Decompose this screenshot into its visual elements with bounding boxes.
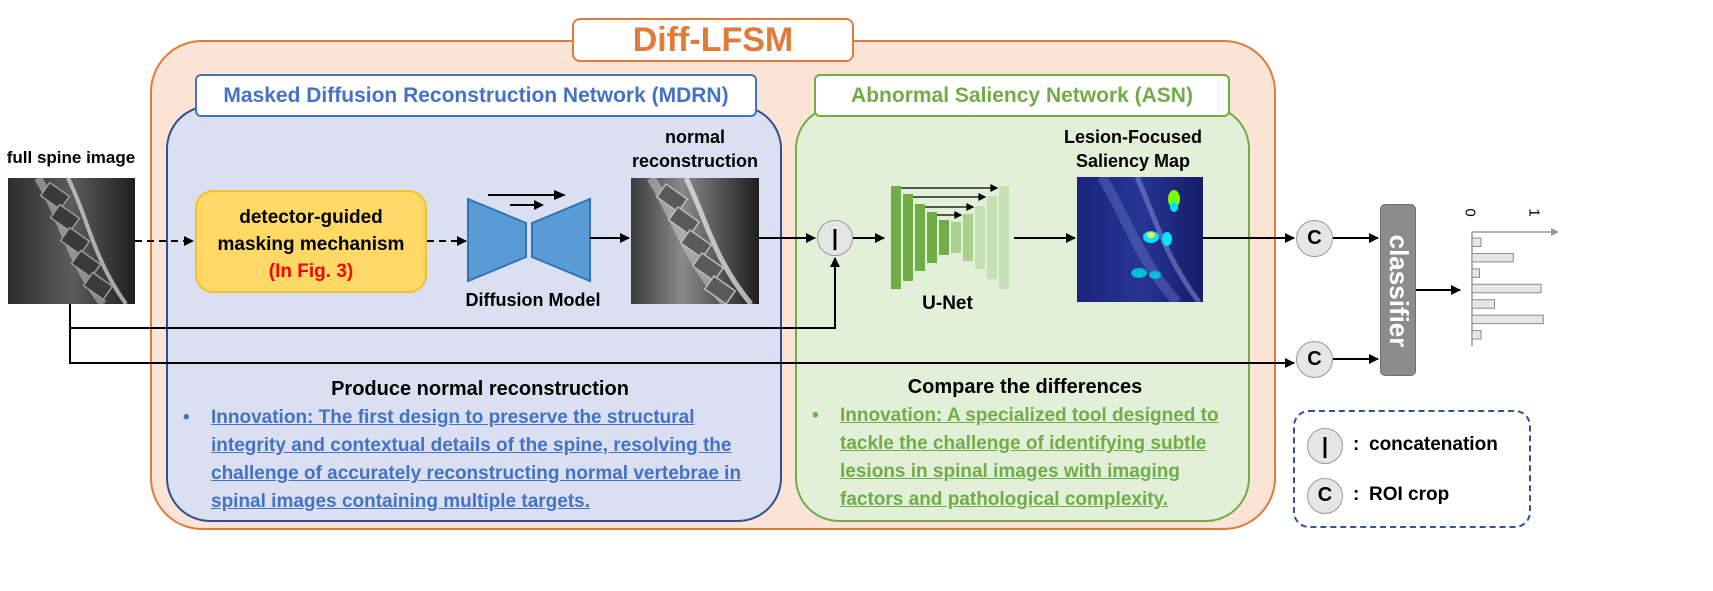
classifier-block: classifier	[1380, 204, 1416, 376]
normal-reconstruction-image	[631, 178, 759, 304]
output-probability-chart	[1471, 228, 1559, 346]
masking-mechanism-box: detector-guided masking mechanism (In Fi…	[195, 190, 427, 293]
legend-concat-colon: :	[1353, 434, 1360, 455]
roi-crop-node-bottom: C	[1296, 341, 1333, 378]
diffusion-model-label: Diffusion Model	[465, 290, 601, 310]
diffusion-model-icon	[467, 190, 591, 283]
output-bar	[1471, 299, 1495, 309]
asn-summary-heading: Compare the differences	[907, 376, 1143, 398]
asn-innovation-text: Innovation: A specialized tool designed …	[840, 405, 1219, 510]
masking-reference: (In Fig. 3)	[268, 261, 354, 282]
asn-innovation-item: • Innovation: A specialized tool designe…	[812, 402, 1242, 514]
output-bar	[1471, 237, 1482, 247]
mdrn-innovation-text: Innovation: The first design to preserve…	[211, 407, 742, 512]
unet-label: U-Net	[922, 293, 973, 314]
legend-concat-icon: |	[1307, 428, 1343, 464]
input-label: full spine image	[6, 148, 136, 167]
legend-box: | : concatenation C : ROI crop	[1293, 410, 1531, 528]
mdrn-title: Masked Diffusion Reconstruction Network …	[195, 74, 757, 117]
unet-icon	[891, 184, 1009, 289]
mdrn-summary-heading: Produce normal reconstruction	[331, 378, 629, 400]
legend-crop-colon: :	[1353, 484, 1360, 505]
output-bar	[1471, 330, 1482, 340]
asn-panel	[795, 105, 1250, 522]
legend-crop-text: ROI crop	[1369, 484, 1450, 505]
bullet-icon: •	[812, 405, 819, 426]
output-bar	[1471, 314, 1544, 325]
output-bar	[1471, 252, 1514, 263]
full-spine-image	[8, 178, 135, 304]
bullet-icon: •	[183, 407, 190, 428]
masking-line-1: detector-guided	[239, 207, 383, 228]
saliency-map-image	[1077, 177, 1203, 302]
reconstruction-label-2: reconstruction	[631, 151, 759, 171]
mdrn-panel	[166, 105, 782, 522]
legend-concat-text: concatenation	[1369, 434, 1498, 455]
main-title: Diff-LFSM	[572, 18, 854, 62]
concatenation-node: |	[817, 220, 853, 256]
output-axis-arrow	[1551, 228, 1559, 236]
saliency-label-2: Saliency Map	[1075, 151, 1191, 171]
output-bar	[1471, 268, 1480, 278]
legend-crop-icon: C	[1307, 478, 1343, 514]
masking-line-2: masking mechanism	[217, 234, 405, 255]
mdrn-innovation-item: • Innovation: The first design to preser…	[183, 404, 773, 516]
asn-title: Abnormal Saliency Network (ASN)	[814, 74, 1230, 117]
saliency-label-1: Lesion-Focused	[1063, 127, 1202, 147]
roi-crop-node-top: C	[1296, 220, 1333, 257]
output-bar	[1471, 283, 1542, 294]
reconstruction-label-1: normal	[664, 127, 725, 147]
